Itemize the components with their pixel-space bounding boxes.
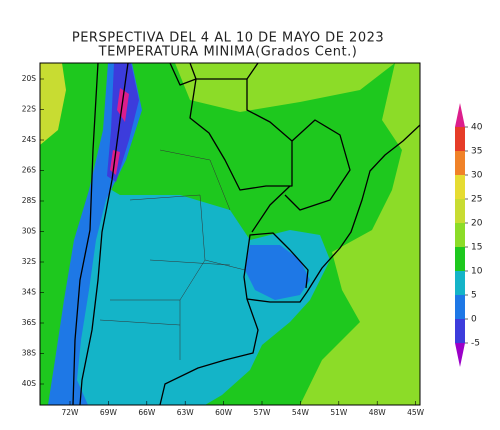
lat-label: 28S: [22, 196, 37, 205]
colorbar-label: 10: [471, 267, 483, 277]
lat-label: 24S: [22, 135, 37, 144]
title-line: TEMPERATURA MINIMA(Grados Cent.): [98, 45, 358, 60]
colorbar-label: 30: [471, 171, 483, 181]
lat-label: 38S: [22, 349, 37, 358]
field: [300, 63, 420, 405]
coast-chile: [72, 63, 99, 405]
lon-label: 45W: [407, 408, 425, 417]
lat-label: 36S: [22, 318, 37, 327]
uruguay-border: [243, 232, 309, 300]
colorbar-bin: [455, 151, 465, 175]
field: [55, 180, 330, 405]
axes: 20S 22S 24S 26S 28S 30S 32S 34S 36S 38S 40S 72W 69W 6…: [22, 74, 425, 417]
colorbar-bin: [455, 295, 465, 319]
colorbar-bin: [455, 127, 465, 151]
colorbar-label: 40: [471, 123, 483, 133]
field: [245, 245, 310, 300]
colorbar-label: 0: [471, 315, 477, 325]
colorbar-label: 15: [471, 243, 482, 253]
colorbar-label: 5: [471, 291, 477, 301]
colorbar: -5 0 5 10 15 20 25 30 35 40: [455, 103, 483, 367]
field: [40, 63, 66, 145]
lon-label: 57W: [254, 408, 272, 417]
lon-label: 54W: [292, 408, 310, 417]
map-frame: [39, 62, 421, 406]
colorbar-bin: [455, 175, 465, 199]
lon-label: 69W: [100, 408, 118, 417]
lon-label: 63W: [177, 408, 195, 417]
colorbar-bin: [455, 199, 465, 223]
andes-border: [79, 63, 129, 405]
lat-label: 20S: [22, 74, 37, 83]
colorbar-label: 25: [471, 195, 482, 205]
field: [110, 150, 120, 175]
title-line: PERSPECTIVA DEL 4 AL 10 DE MAYO DE 2023: [72, 31, 384, 46]
lon-label: 51W: [330, 408, 348, 417]
lon-label: 72W: [62, 408, 80, 417]
field: [175, 63, 395, 112]
map: [40, 63, 420, 405]
lat-label: 22S: [22, 105, 37, 114]
colorbar-end: [455, 343, 465, 367]
lon-label: 66W: [138, 408, 156, 417]
colorbar-bin: [455, 319, 465, 343]
colorbar-label: 20: [471, 219, 483, 229]
borders: [169, 63, 351, 233]
lat-label: 26S: [22, 166, 37, 175]
lat-label: 32S: [22, 257, 37, 266]
lat-label: 40S: [22, 379, 37, 388]
colorbar-bin: [455, 247, 465, 271]
colorbar-bin: [455, 271, 465, 295]
lat-label: 30S: [22, 227, 37, 236]
lon-label: 60W: [215, 408, 233, 417]
colorbar-end: [455, 103, 465, 127]
paraguay-border: [189, 78, 293, 191]
field: [117, 88, 129, 122]
colorbar-label: 35: [471, 147, 482, 157]
colorbar-label: -5: [471, 339, 480, 349]
lat-label: 34S: [22, 288, 37, 297]
lon-label: 48W: [369, 408, 387, 417]
coast-atlantic: [159, 124, 420, 405]
province-lines: [99, 149, 246, 360]
colorbar-bin: [455, 223, 465, 247]
